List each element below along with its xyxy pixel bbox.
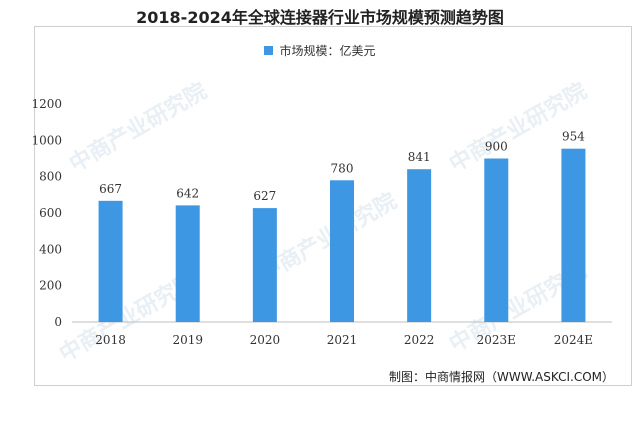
- bar: [252, 208, 277, 322]
- data-label: 841: [408, 150, 431, 164]
- data-label: 642: [176, 186, 199, 200]
- y-tick-label: 200: [39, 279, 62, 293]
- y-tick-label: 800: [39, 170, 62, 184]
- chart-title: 2018-2024年全球连接器行业市场规模预测趋势图: [136, 8, 504, 27]
- x-tick-label: 2019: [172, 333, 203, 347]
- legend: 市场规模：亿美元: [0, 42, 640, 59]
- bar: [407, 169, 432, 322]
- x-tick-label: 2018: [95, 333, 126, 347]
- bar: [98, 200, 123, 322]
- bar: [330, 180, 354, 322]
- data-label: 780: [331, 161, 354, 175]
- legend-label: 市场规模：亿美元: [279, 44, 376, 58]
- y-tick-label: 600: [39, 206, 62, 220]
- bar: [561, 148, 586, 322]
- x-tick-label: 2022: [404, 333, 435, 347]
- y-tick-label: 400: [39, 242, 62, 256]
- y-tick-label: 1200: [31, 97, 62, 111]
- y-tick-label: 0: [54, 315, 62, 329]
- x-tick-label: 2020: [250, 333, 281, 347]
- data-label: 627: [253, 189, 276, 203]
- data-label: 667: [99, 182, 122, 196]
- data-label: 900: [485, 140, 508, 154]
- bar: [484, 158, 509, 322]
- data-label: 954: [562, 130, 585, 144]
- source-footer: 制图：中商情报网（WWW.ASKCI.COM）: [389, 370, 614, 384]
- bar: [175, 205, 200, 322]
- legend-swatch: [264, 46, 274, 55]
- x-tick-label: 2023E: [477, 333, 516, 347]
- x-tick-label: 2024E: [554, 333, 593, 347]
- x-tick-label: 2021: [327, 333, 358, 347]
- y-tick-label: 1000: [31, 133, 62, 147]
